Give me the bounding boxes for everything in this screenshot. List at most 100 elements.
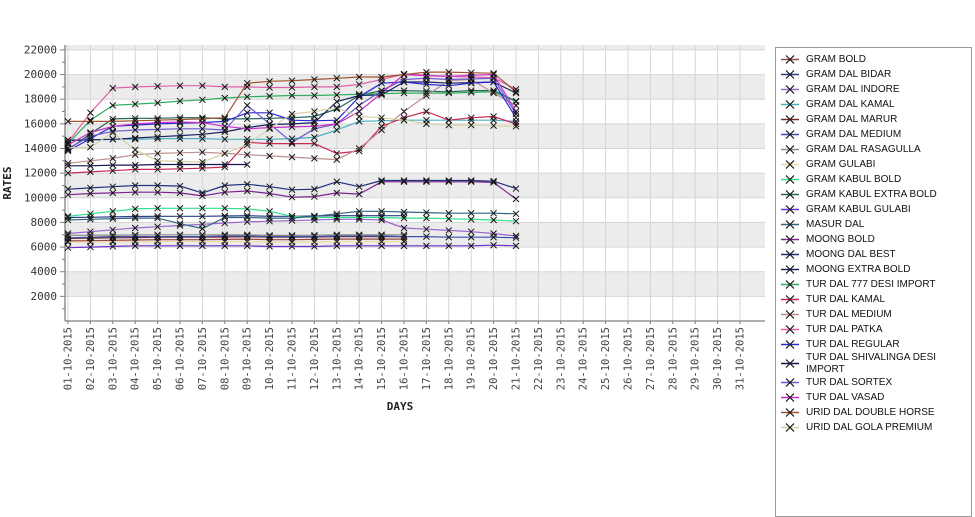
legend-marker-icon (781, 115, 799, 124)
legend-marker-icon (781, 280, 799, 289)
x-tick-label: 21-10-2015 (511, 327, 523, 390)
legend-marker-icon (781, 145, 799, 154)
legend-item: TUR DAL SORTEX (781, 375, 969, 390)
legend-marker-icon (781, 265, 799, 274)
legend-marker-icon (781, 408, 799, 417)
x-tick-label: 22-10-2015 (533, 327, 545, 390)
legend-item-label: TUR DAL 777 DESI IMPORT (806, 278, 936, 290)
legend-item: GRAM DAL MEDIUM (781, 127, 969, 142)
legend-item-label: TUR DAL SHIVALINGA DESI IMPORT (806, 352, 937, 375)
legend-item: MOONG EXTRA BOLD (781, 262, 969, 277)
plot-band (65, 74, 765, 100)
legend-item: GRAM KABUL GULABI (781, 202, 969, 217)
x-tick-label: 24-10-2015 (578, 327, 590, 390)
x-tick-label: 30-10-2015 (712, 327, 724, 390)
x-tick-label: 16-10-2015 (399, 327, 411, 390)
legend-item-label: MOONG DAL BEST (806, 248, 896, 260)
plot-band (65, 247, 765, 272)
x-tick-label: 12-10-2015 (309, 327, 321, 390)
legend-item-label: URID DAL GOLA PREMIUM (806, 421, 933, 433)
x-tick-label: 11-10-2015 (287, 327, 299, 390)
legend-item: GRAM DAL KAMAL (781, 97, 969, 112)
legend-item: MASUR DAL (781, 217, 969, 232)
legend-item: GRAM KABUL BOLD (781, 172, 969, 187)
legend-marker-icon (781, 70, 799, 79)
plot-band (65, 296, 765, 321)
y-tick-label: 18000 (24, 93, 57, 106)
plot-band (65, 123, 765, 149)
x-tick-label: 18-10-2015 (443, 327, 455, 390)
series-point-markers (64, 178, 520, 203)
x-tick-label: 07-10-2015 (197, 327, 209, 390)
legend-item-label: TUR DAL SORTEX (806, 376, 893, 388)
series-point-markers (64, 68, 520, 125)
legend-item-label: TUR DAL KAMAL (806, 293, 886, 305)
chart-legend: GRAM BOLD GRAM DAL BIDAR GRAM DAL INDORE GR… (775, 47, 972, 517)
legend-item: GRAM KABUL EXTRA BOLD (781, 187, 969, 202)
x-tick-label: 08-10-2015 (219, 327, 231, 390)
legend-marker-icon (781, 190, 799, 199)
x-tick-label: 26-10-2015 (623, 327, 635, 390)
legend-marker-icon (781, 359, 799, 368)
x-tick-label: 29-10-2015 (690, 327, 702, 390)
legend-item: GRAM DAL MARUR (781, 112, 969, 127)
series-line (67, 238, 404, 242)
legend-marker-icon (781, 340, 799, 349)
legend-item-label: TUR DAL REGULAR (806, 338, 900, 350)
legend-marker-icon (781, 85, 799, 94)
legend-item: URID DAL GOLA PREMIUM (781, 420, 969, 435)
series-point-markers (64, 238, 408, 246)
x-tick-label: 04-10-2015 (130, 327, 142, 390)
legend-item-label: TUR DAL PATKA (806, 323, 883, 335)
x-tick-label: 02-10-2015 (85, 327, 97, 390)
x-tick-label: 31-10-2015 (735, 327, 747, 390)
legend-marker-icon (781, 423, 799, 432)
legend-item: TUR DAL SHIVALINGA DESI IMPORT (781, 352, 969, 375)
y-tick-label: 10000 (24, 191, 57, 204)
x-tick-label: 17-10-2015 (421, 327, 433, 390)
y-tick-label: 22000 (24, 43, 57, 56)
legend-marker-icon (781, 160, 799, 169)
series-point-markers (64, 71, 520, 149)
legend-item-label: GRAM DAL KAMAL (806, 98, 895, 110)
y-tick-label: 12000 (24, 167, 57, 180)
legend-item: MOONG DAL BEST (781, 247, 969, 262)
x-tick-label: 06-10-2015 (175, 327, 187, 390)
series-point-markers (64, 241, 520, 252)
x-tick-label: 13-10-2015 (331, 327, 343, 390)
series-point-markers (64, 104, 520, 166)
plot-band (65, 271, 765, 297)
legend-item: URID DAL DOUBLE HORSE (781, 405, 969, 420)
x-tick-label: 09-10-2015 (242, 327, 254, 390)
legend-item: TUR DAL REGULAR (781, 337, 969, 352)
legend-marker-icon (781, 235, 799, 244)
series-line (67, 234, 404, 236)
legend-item: MOONG BOLD (781, 232, 969, 247)
x-tick-label: 10-10-2015 (264, 327, 276, 390)
legend-item: TUR DAL VASAD (781, 390, 969, 405)
x-tick-label: 27-10-2015 (645, 327, 657, 390)
rates-line-chart: 2000 4000 6000 8000 10000 12000 14000 16000 1800… (1, 43, 765, 413)
legend-marker-icon (781, 220, 799, 229)
legend-marker-icon (781, 175, 799, 184)
legend-item-label: TUR DAL VASAD (806, 391, 885, 403)
series-point-markers (64, 207, 520, 232)
legend-item-label: GRAM KABUL EXTRA BOLD (806, 188, 937, 200)
legend-marker-icon (781, 55, 799, 64)
y-axis-title: RATES (1, 166, 14, 199)
legend-item-label: GRAM DAL BIDAR (806, 68, 892, 80)
plot-band (65, 197, 765, 223)
x-tick-label: 20-10-2015 (488, 327, 500, 390)
y-tick-label: 14000 (24, 142, 57, 155)
x-axis-title: DAYS (387, 400, 414, 413)
series-point-markers (64, 232, 520, 242)
x-tick-label: 28-10-2015 (667, 327, 679, 390)
legend-item-label: GRAM DAL MARUR (806, 113, 898, 125)
legend-item-label: GRAM DAL RASAGULLA (806, 143, 921, 155)
legend-item: GRAM GULABI (781, 157, 969, 172)
legend-item-label: MOONG BOLD (806, 233, 875, 245)
x-tick-label: 15-10-2015 (376, 327, 388, 390)
y-tick-label: 20000 (24, 68, 57, 81)
series-line (67, 240, 404, 243)
legend-marker-icon (781, 100, 799, 109)
